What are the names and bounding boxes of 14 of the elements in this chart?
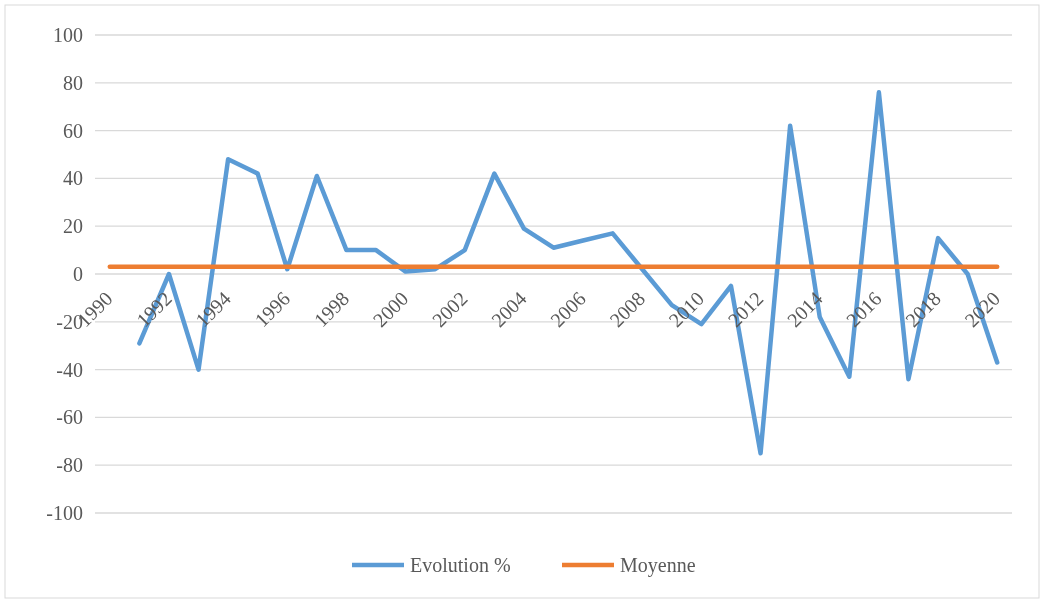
y-tick-label: 20 <box>63 215 83 238</box>
x-tick-label: 1992 <box>131 287 176 332</box>
y-tick-label: 40 <box>63 167 83 190</box>
y-tick-label: 0 <box>73 263 83 285</box>
line-series <box>137 90 1000 456</box>
y-tick-label: 60 <box>63 119 83 142</box>
y-tick-label: -100 <box>46 502 83 524</box>
y-tick-label: -60 <box>56 406 83 429</box>
y-tick-label: -40 <box>56 358 83 381</box>
legend-label: Evolution % <box>410 554 511 576</box>
y-tick-label: 80 <box>63 71 83 94</box>
y-tick-label: 100 <box>53 24 83 46</box>
y-tick-label: -80 <box>56 454 83 477</box>
legend-label: Moyenne <box>620 554 696 577</box>
